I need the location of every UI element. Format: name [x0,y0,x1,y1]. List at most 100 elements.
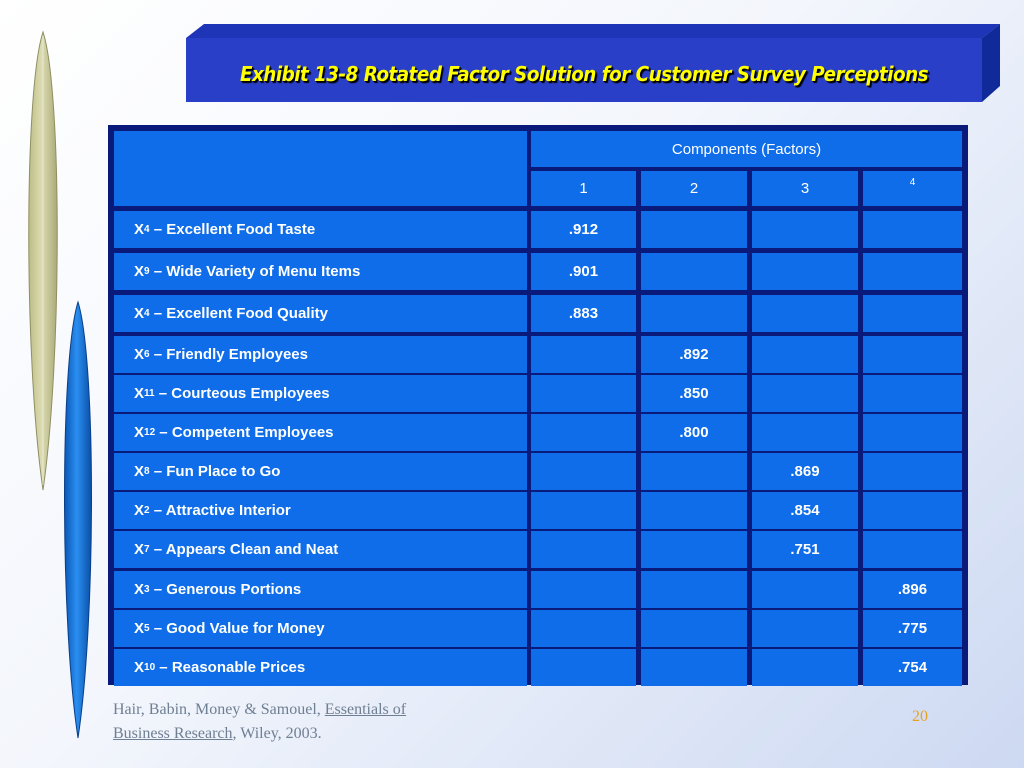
variable-label: – Courteous Employees [154,385,330,402]
loading-cell-factor-1 [531,336,636,373]
variable-subscript: 12 [144,427,156,438]
table-row-label: X 12 – Competent Employees [114,414,527,451]
loading-cell-factor-2 [641,571,747,608]
variable-label: – Reasonable Prices [155,659,306,676]
loading-cell-factor-4 [863,414,962,451]
loading-cell-factor-3 [752,375,858,412]
component-header-4: 4 [863,171,962,206]
citation-book-title-1[interactable]: Essentials of [324,701,407,718]
loading-cell-factor-4 [863,253,962,290]
variable-label: – Excellent Food Taste [149,221,316,238]
loading-cell-factor-3 [752,649,858,686]
loading-cell-factor-1 [531,610,636,647]
variable-subscript: 7 [144,544,150,555]
variable-label: – Wide Variety of Menu Items [149,263,361,280]
variable-subscript: 11 [144,388,155,399]
variable-label: – Fun Place to Go [149,463,281,480]
loading-cell-factor-1: .883 [531,295,636,332]
variable-subscript: 9 [144,266,150,277]
component-header-1: 1 [531,171,636,206]
loading-cell-factor-4 [863,531,962,568]
variable-label: – Generous Portions [149,581,302,598]
loading-cell-factor-3 [752,571,858,608]
loading-cell-factor-3 [752,211,858,248]
loading-cell-factor-2 [641,610,747,647]
beige-leaf-decoration [28,30,58,491]
variable-subscript: 2 [144,505,150,516]
variable-prefix: X [134,659,145,676]
variable-subscript: 8 [144,466,150,477]
title-banner [186,24,1000,102]
variable-prefix: X [134,263,145,280]
slide-title: Exhibit 13-8 Rotated Factor Solution for… [239,62,929,86]
loading-cell-factor-1: .912 [531,211,636,248]
page-number: 20 [912,708,928,725]
loading-cell-factor-4: .896 [863,571,962,608]
variable-subscript: 4 [144,308,150,319]
loading-cell-factor-4 [863,336,962,373]
citation-authors: Hair, Babin, Money & Samouel, [113,701,325,718]
loading-cell-factor-1 [531,492,636,529]
loading-cell-factor-4: .775 [863,610,962,647]
component-header-2: 2 [641,171,747,206]
loading-cell-factor-4: .754 [863,649,962,686]
blue-leaf-decoration [64,300,92,739]
variable-subscript: 3 [144,584,150,595]
variable-prefix: X [134,502,145,519]
loading-cell-factor-2: .800 [641,414,747,451]
variable-subscript: 6 [144,349,150,360]
loading-cell-factor-4 [863,375,962,412]
loading-cell-factor-3 [752,610,858,647]
loading-cell-factor-4 [863,492,962,529]
variable-prefix: X [134,581,145,598]
loading-cell-factor-4 [863,295,962,332]
variable-subscript: 5 [144,623,150,634]
citation-publisher: , Wiley, 2003. [232,725,322,742]
variable-prefix: X [134,541,145,558]
loading-cell-factor-3 [752,295,858,332]
loading-cell-factor-2 [641,453,747,490]
loading-cell-factor-4 [863,211,962,248]
variable-prefix: X [134,424,145,441]
table-row-label: X 10 – Reasonable Prices [114,649,527,686]
variable-label: – Good Value for Money [149,620,325,637]
variable-prefix: X [134,221,145,238]
loading-cell-factor-3 [752,253,858,290]
variable-label: – Friendly Employees [149,346,308,363]
loading-cell-factor-3 [752,414,858,451]
loading-cell-factor-3: .751 [752,531,858,568]
component-header-3: 3 [752,171,858,206]
variable-label: – Excellent Food Quality [149,305,328,322]
variable-subscript: 4 [144,224,150,235]
loading-cell-factor-1 [531,414,636,451]
loading-cell-factor-1 [531,453,636,490]
loading-cell-factor-3 [752,336,858,373]
loading-cell-factor-1 [531,531,636,568]
loading-cell-factor-1: .901 [531,253,636,290]
loading-cell-factor-2 [641,492,747,529]
variable-prefix: X [134,620,145,637]
loading-cell-factor-2 [641,531,747,568]
variable-subscript: 10 [144,662,156,673]
loading-cell-factor-2 [641,253,747,290]
variable-prefix: X [134,305,145,322]
table-row-label: X 11 – Courteous Employees [114,375,527,412]
source-citation: Hair, Babin, Money & Samouel, Essentials… [113,698,533,746]
loading-cell-factor-2: .892 [641,336,747,373]
table-corner-cell [114,131,527,206]
citation-book-title-2[interactable]: Business Research [113,725,233,742]
variable-prefix: X [134,346,145,363]
loading-cell-factor-2 [641,295,747,332]
loading-cell-factor-3: .869 [752,453,858,490]
components-group-header: Components (Factors) [531,131,962,167]
variable-label: – Attractive Interior [149,502,291,519]
